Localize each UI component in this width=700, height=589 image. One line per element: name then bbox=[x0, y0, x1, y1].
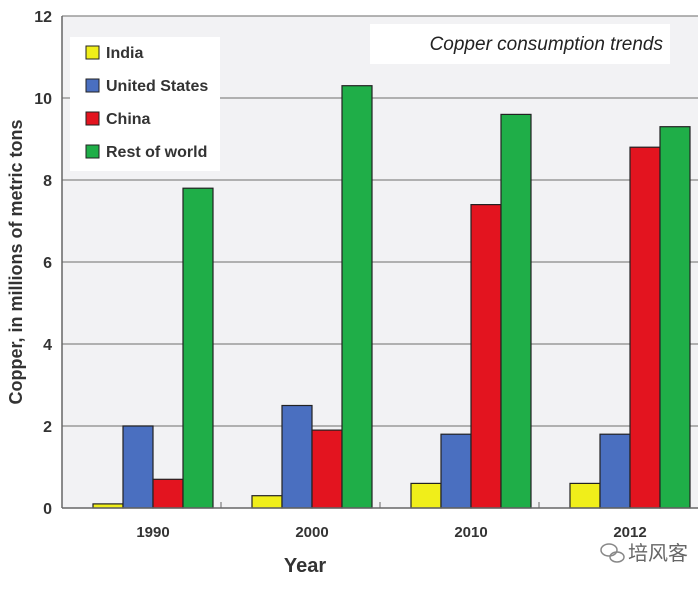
bar-united-states-2000 bbox=[281, 404, 313, 509]
bar-united-states-2010 bbox=[440, 433, 472, 509]
x-tick-label: 2012 bbox=[613, 524, 646, 541]
x-tick-label: 1990 bbox=[136, 524, 169, 541]
chart-title: Copper consumption trends bbox=[430, 34, 664, 55]
legend-label: Rest of world bbox=[106, 144, 207, 161]
bar-united-states-2012 bbox=[599, 433, 631, 509]
x-tick-label: 2010 bbox=[454, 524, 487, 541]
bar-china-2010 bbox=[470, 204, 502, 509]
bar-india-2012 bbox=[569, 482, 601, 509]
y-tick-label: 6 bbox=[43, 255, 52, 272]
legend-label: China bbox=[106, 111, 151, 128]
y-tick-label: 12 bbox=[34, 9, 52, 26]
y-tick-label: 0 bbox=[43, 501, 52, 518]
legend-swatch bbox=[85, 144, 100, 159]
bar-rest-of-world-2010 bbox=[500, 113, 532, 509]
title-box bbox=[370, 24, 670, 64]
y-tick-label: 8 bbox=[43, 173, 52, 190]
watermark: 培风客 bbox=[600, 542, 688, 565]
bar-united-states-1990 bbox=[122, 425, 154, 509]
bar-china-1990 bbox=[152, 478, 184, 509]
bar-india-2010 bbox=[410, 482, 442, 509]
legend-label: United States bbox=[106, 78, 208, 95]
watermark-text: 培风客 bbox=[628, 542, 688, 565]
y-axis-label: Copper, in millions of metric tons bbox=[6, 119, 26, 404]
x-tick-label: 2000 bbox=[295, 524, 328, 541]
wechat-icon bbox=[600, 543, 625, 563]
y-tick-label: 10 bbox=[34, 91, 52, 108]
bar-rest-of-world-2000 bbox=[341, 85, 373, 509]
bar-rest-of-world-1990 bbox=[182, 187, 214, 509]
bar-china-2012 bbox=[629, 146, 661, 509]
x-axis-label: Year bbox=[284, 555, 326, 577]
bar-india-2000 bbox=[251, 495, 283, 509]
bar-rest-of-world-2012 bbox=[659, 126, 691, 509]
bar-china-2000 bbox=[311, 429, 343, 509]
legend-swatch bbox=[85, 45, 100, 60]
legend-label: India bbox=[106, 45, 143, 62]
legend: India United States China Rest of world bbox=[70, 37, 220, 171]
y-tick-label: 4 bbox=[43, 337, 52, 354]
legend-swatch bbox=[85, 111, 100, 126]
y-tick-label: 2 bbox=[43, 419, 52, 436]
legend-swatch bbox=[85, 78, 100, 93]
